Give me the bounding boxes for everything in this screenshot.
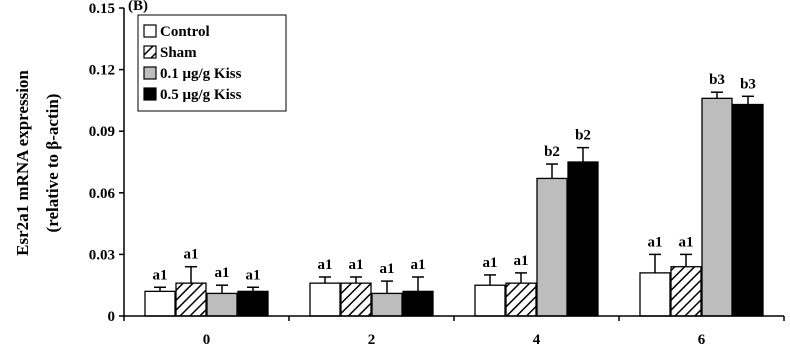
legend-label: 0.5 μg/g Kiss [160,87,242,103]
significance-label: a1 [380,261,395,277]
bar [536,177,568,317]
y-tick-label: 0.12 [89,63,115,79]
significance-label: a1 [153,267,168,283]
bar [670,266,702,317]
bar [309,282,341,317]
significance-label: a1 [411,257,426,273]
legend-swatch [143,66,157,80]
bar [639,272,671,317]
x-tick-label: 0 [203,332,211,348]
bar [505,282,537,317]
significance-label: a1 [318,257,333,273]
bar [340,282,372,317]
bar [206,292,238,317]
y-axis-label-line1: Esr2a1 mRNA expression [13,70,32,256]
bar [371,292,403,317]
y-tick-label: 0 [108,309,116,325]
x-tick-label: 2 [368,332,376,348]
legend: Control Sham 0.1 μg/g Kiss 0.5 μg/g Kiss [137,14,287,112]
bar [144,290,176,317]
significance-label: a1 [483,255,498,271]
bar [175,282,207,317]
bar [567,161,599,317]
y-tick-label: 0.06 [89,186,116,202]
significance-label: a1 [648,234,663,250]
y-axis-label-line2: (relative to β-actin) [43,94,62,233]
significance-label: b2 [575,128,591,144]
bar [237,290,269,317]
x-tick-label: 6 [698,332,706,348]
legend-swatch [143,45,157,59]
legend-label: Sham [160,45,197,61]
significance-label: a1 [349,257,364,273]
legend-label: Control [160,24,210,40]
legend-label: 0.1 μg/g Kiss [160,66,242,82]
legend-swatch [143,24,157,38]
bar [732,103,764,317]
significance-label: b2 [544,144,560,160]
significance-label: a1 [679,234,694,250]
legend-swatch [143,87,157,101]
significance-label: a1 [514,253,529,269]
panel-label: (B) [128,0,148,14]
y-tick-label: 0.03 [89,247,115,263]
significance-label: b3 [740,76,756,92]
significance-label: a1 [184,247,199,263]
significance-label: a1 [246,267,261,283]
bar [474,284,506,317]
significance-label: a1 [215,265,230,281]
bar [701,97,733,317]
bar [402,290,434,317]
significance-label: b3 [709,72,725,88]
legend-box [137,14,287,112]
y-axis-label: Esr2a1 mRNA expression (relative to β-ac… [13,70,62,256]
x-tick-label: 4 [533,332,541,348]
y-tick-label: 0.15 [89,1,115,17]
y-tick-label: 0.09 [89,124,115,140]
